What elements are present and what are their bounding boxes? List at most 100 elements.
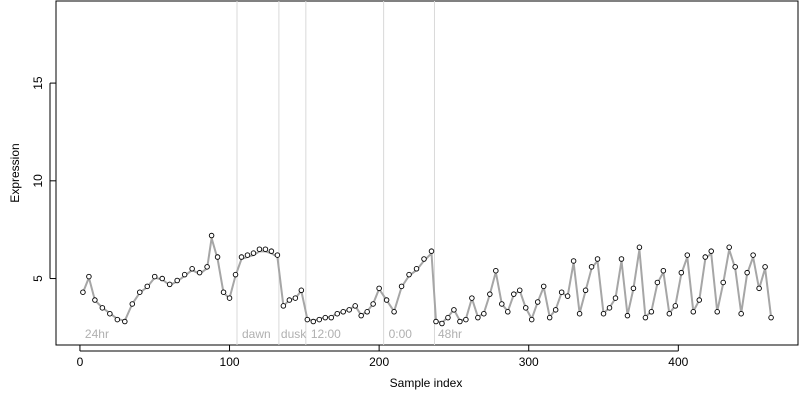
y-axis: 5 10 15 (31, 76, 56, 282)
data-point (122, 318, 128, 325)
data-point (144, 283, 151, 290)
data-point (352, 303, 358, 309)
phase-label: 48hr (438, 327, 462, 341)
data-point (648, 309, 655, 315)
phase-label: 0:00 (389, 327, 413, 341)
x-tick-label: 0 (77, 355, 84, 369)
data-point (511, 291, 517, 297)
data-point (80, 289, 86, 295)
data-point (370, 301, 376, 307)
x-axis: 0 100 200 300 400 (77, 345, 689, 369)
data-point (726, 244, 732, 251)
data-point (750, 252, 756, 258)
data-point (564, 293, 571, 299)
data-point (744, 269, 750, 276)
data-point (196, 269, 203, 276)
data-point (558, 289, 565, 295)
data-point (421, 256, 427, 262)
data-point (505, 309, 511, 315)
data-point (624, 312, 631, 319)
x-tick-label: 400 (668, 355, 688, 369)
data-point (618, 256, 625, 262)
data-point (600, 310, 607, 317)
data-point (642, 314, 649, 321)
data-point (268, 248, 275, 254)
phase-label: 12:00 (311, 327, 341, 341)
data-point (528, 316, 535, 323)
data-point (588, 264, 595, 270)
data-point (413, 266, 420, 272)
data-point (226, 295, 233, 301)
data-point (481, 310, 487, 317)
data-point (660, 267, 667, 274)
data-point (493, 267, 499, 274)
data-point (439, 320, 445, 327)
data-point (166, 281, 173, 288)
data-point (684, 252, 691, 258)
data-point (274, 252, 281, 258)
plot-frame (55, 0, 799, 346)
data-point (433, 318, 439, 325)
data-point (328, 314, 335, 321)
y-axis-title: Expression (8, 143, 22, 202)
data-point (244, 252, 251, 258)
data-point (552, 307, 559, 313)
data-point (546, 314, 553, 321)
data-point (762, 264, 768, 270)
data-point (137, 289, 143, 295)
data-point (738, 310, 744, 317)
data-point (383, 297, 390, 303)
data-point (322, 314, 329, 321)
y-tick-label: 10 (31, 174, 45, 188)
data-point (428, 248, 435, 254)
data-point (92, 297, 98, 303)
data-point (107, 310, 113, 317)
residual-segments (82, 235, 772, 324)
data-point (636, 244, 643, 251)
data-point (298, 287, 305, 294)
data-point (256, 246, 263, 252)
data-point (208, 232, 215, 239)
data-point (151, 273, 158, 280)
data-point (534, 299, 541, 305)
data-point (376, 285, 382, 292)
data-point (469, 295, 475, 301)
data-point (457, 318, 463, 325)
data-point (189, 266, 195, 272)
data-point (238, 254, 245, 260)
data-point (220, 289, 227, 295)
data-point (232, 271, 239, 278)
phase-label: dusk (281, 327, 307, 341)
data-point (696, 297, 703, 303)
data-point (672, 303, 679, 309)
data-point (540, 283, 547, 290)
data-point (582, 287, 589, 294)
data-point (99, 305, 106, 311)
y-tick-label: 15 (31, 76, 45, 90)
data-point (732, 264, 738, 270)
data-point (768, 314, 774, 321)
data-point (576, 310, 583, 317)
phase-label: dawn (242, 327, 271, 341)
data-point (304, 316, 311, 323)
data-point (678, 269, 685, 276)
data-point (340, 309, 346, 315)
data-point (262, 246, 269, 252)
data-point (654, 279, 661, 286)
data-point (250, 250, 257, 256)
data-point (159, 275, 165, 282)
data-point (606, 305, 613, 311)
data-point (517, 287, 523, 294)
x-tick-label: 100 (220, 355, 240, 369)
data-point (406, 271, 412, 278)
data-point (364, 309, 370, 315)
phase-label: 24hr (85, 327, 109, 341)
fitted-curve (81, 237, 773, 324)
data-point (499, 301, 505, 307)
data-point (714, 309, 720, 315)
data-point (666, 310, 673, 317)
data-point (756, 285, 762, 292)
data-point (398, 283, 405, 290)
data-point (445, 314, 451, 321)
